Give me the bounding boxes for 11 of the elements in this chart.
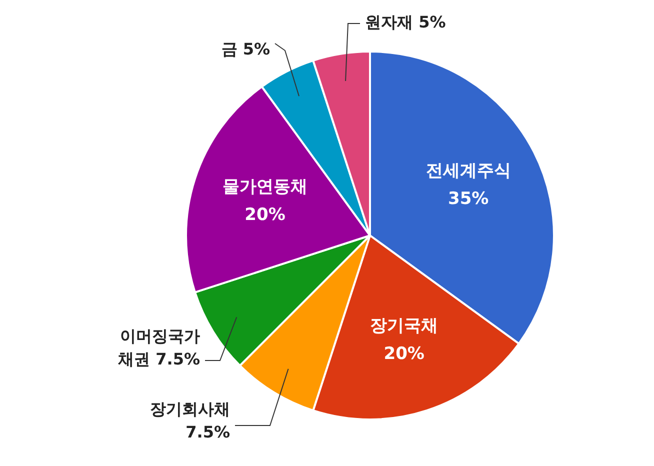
slice-label: 원자재 5% xyxy=(365,12,446,32)
slice-label: 장기국채 xyxy=(370,316,438,336)
slice-label: 전세계주식 xyxy=(426,160,511,181)
data-label: 20% xyxy=(244,204,286,225)
slice-label: 물가연동채 xyxy=(222,176,308,197)
data-label: 35% xyxy=(448,188,489,209)
slice-label: 장기회사채 xyxy=(150,400,230,419)
data-label: 7.5% xyxy=(186,422,230,442)
data-label: 20% xyxy=(384,344,424,364)
slice-label: 금 5% xyxy=(221,40,270,59)
slice-label: 이머징국가 채권 7.5% xyxy=(117,326,200,369)
